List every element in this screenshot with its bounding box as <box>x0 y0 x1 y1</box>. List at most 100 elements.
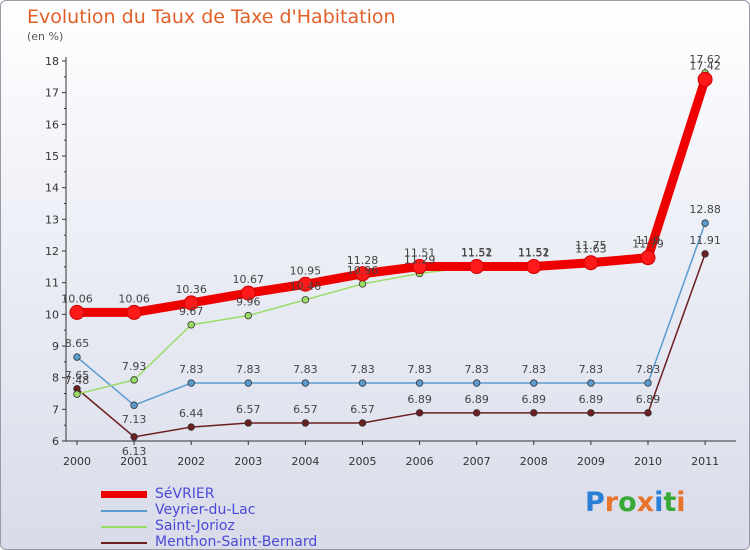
data-label: 11.52 <box>461 246 493 259</box>
legend-item: SéVRIER <box>101 486 361 503</box>
data-point <box>73 353 81 361</box>
data-label: 7.83 <box>636 363 661 376</box>
data-label: 11.29 <box>404 253 436 266</box>
data-label: 10.06 <box>118 292 150 305</box>
data-label: 10.36 <box>175 283 207 296</box>
data-point <box>130 401 138 409</box>
data-label: 11.51 <box>404 247 436 260</box>
y-tick-label: 7 <box>52 403 59 416</box>
data-label: 7.65 <box>65 369 90 382</box>
x-tick-label: 2011 <box>691 455 719 468</box>
data-label: 7.83 <box>464 363 489 376</box>
data-label: 7.83 <box>236 363 261 376</box>
data-point <box>183 295 199 311</box>
x-tick-label: 2004 <box>291 455 319 468</box>
y-tick-label: 14 <box>45 182 59 195</box>
data-label: 12.88 <box>689 203 721 216</box>
data-point <box>130 376 138 384</box>
data-label: 6.89 <box>522 393 547 406</box>
data-label: 7.13 <box>122 413 147 426</box>
legend-item: Veyrier-du-Lac <box>101 502 361 519</box>
data-point <box>130 433 138 441</box>
legend: SéVRIER Veyrier-du-Lac Saint-Jorioz Menthon… <box>101 486 361 549</box>
data-label: 7.83 <box>579 363 604 376</box>
x-tick-label: 2008 <box>520 455 548 468</box>
data-label: 10.46 <box>290 280 322 293</box>
data-label: 6.57 <box>236 403 261 416</box>
legend-item: Menthon-Saint-Bernard <box>101 534 361 549</box>
series-line-2 <box>76 72 706 395</box>
legend-label: SéVRIER <box>155 486 215 502</box>
y-tick-label: 13 <box>45 213 59 226</box>
data-point <box>244 311 252 320</box>
data-point <box>301 419 310 427</box>
legend-swatch <box>101 510 147 512</box>
data-label: 6.44 <box>179 407 204 420</box>
data-point <box>73 390 81 398</box>
data-label: 7.83 <box>350 363 375 376</box>
series-line-1 <box>76 222 706 406</box>
data-point <box>469 259 485 275</box>
data-point <box>358 379 367 387</box>
data-point <box>415 409 424 417</box>
legend-swatch <box>101 542 147 544</box>
data-point <box>640 250 656 266</box>
data-point <box>69 304 85 320</box>
data-label: 17.42 <box>689 59 721 72</box>
chart-title: Evolution du Taux de Taxe d'Habitation <box>27 6 396 28</box>
x-tick-label: 2001 <box>120 455 148 468</box>
x-tick-label: 2003 <box>234 455 262 468</box>
y-tick-label: 18 <box>45 55 59 68</box>
data-point <box>530 409 538 417</box>
data-point <box>187 379 195 387</box>
data-label: 10.06 <box>61 292 93 305</box>
proxiti-logo: Proxiti <box>585 487 686 518</box>
data-label: 7.83 <box>293 363 318 376</box>
data-point <box>587 379 595 387</box>
data-point <box>473 379 481 387</box>
x-tick-label: 2005 <box>349 455 377 468</box>
data-label: 11.28 <box>347 254 379 267</box>
logo-letter: x <box>636 487 655 518</box>
data-label: 11.51 <box>461 247 493 260</box>
y-tick-label: 6 <box>52 435 59 448</box>
data-label: 7.93 <box>122 360 147 373</box>
data-point <box>244 379 252 387</box>
data-label: 7.83 <box>407 363 432 376</box>
x-tick-label: 2009 <box>577 455 605 468</box>
logo-letter: t <box>663 487 677 518</box>
data-label: 6.89 <box>636 393 661 406</box>
data-label: 11.79 <box>632 238 664 251</box>
data-label: 9.67 <box>179 305 204 318</box>
y-tick-label: 11 <box>45 277 59 290</box>
data-point <box>583 255 599 271</box>
data-point <box>358 280 367 288</box>
logo-letter: o <box>618 487 637 518</box>
y-tick-label: 8 <box>52 372 59 385</box>
data-label: 11.63 <box>575 243 607 256</box>
legend-swatch <box>101 526 147 528</box>
y-tick-label: 16 <box>45 118 59 131</box>
chart-subtitle: (en %) <box>27 30 64 43</box>
data-point <box>697 71 713 87</box>
x-tick-label: 2002 <box>177 455 205 468</box>
y-tick-label: 15 <box>45 150 59 163</box>
data-point <box>530 379 538 387</box>
y-tick-label: 10 <box>45 308 59 321</box>
y-tick-label: 9 <box>52 340 59 353</box>
data-point <box>126 304 142 320</box>
data-point <box>473 409 481 417</box>
x-tick-label: 2010 <box>634 455 662 468</box>
data-point <box>240 285 256 301</box>
data-point <box>587 409 595 417</box>
data-point <box>701 219 709 227</box>
legend-label: Saint-Jorioz <box>155 518 235 534</box>
legend-swatch <box>101 491 147 498</box>
data-label: 10.96 <box>347 264 379 277</box>
logo-letter: P <box>585 487 605 518</box>
data-point <box>644 379 652 387</box>
logo-letter: r <box>604 487 619 518</box>
data-point <box>244 419 252 427</box>
data-point <box>301 296 310 304</box>
